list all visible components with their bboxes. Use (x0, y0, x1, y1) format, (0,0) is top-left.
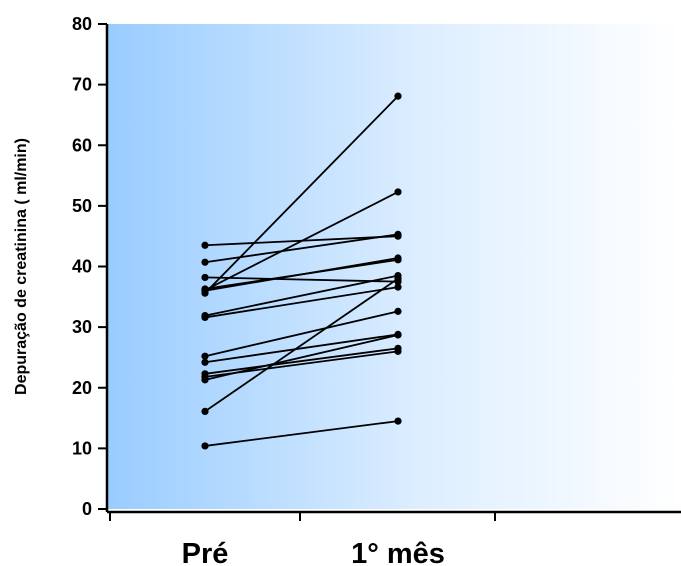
series-line (204, 274, 399, 317)
series-line (204, 233, 399, 264)
y-tick-label: 50 (72, 196, 92, 216)
data-point (394, 254, 402, 262)
y-tick-labels: 0 10 20 30 40 50 60 70 80 (72, 14, 92, 519)
data-point (201, 258, 209, 266)
data-point (394, 307, 402, 315)
x-category-label: 1° mês (351, 538, 445, 566)
y-tick-label: 80 (72, 14, 92, 34)
data-point (201, 286, 209, 294)
y-tick-label: 10 (72, 438, 92, 458)
y-tick-label: 20 (72, 378, 92, 398)
x-category-labels: Pré 1° mês (182, 538, 445, 566)
series-line (204, 333, 399, 364)
series-line (204, 276, 399, 283)
y-tick-label: 40 (72, 257, 92, 277)
data-point (394, 417, 402, 425)
data-point (394, 283, 402, 291)
series-line (204, 277, 399, 413)
x-category-label: Pré (182, 538, 229, 566)
data-point (394, 331, 402, 339)
plot-area (107, 24, 681, 509)
series-line (204, 310, 399, 358)
data-point (201, 358, 209, 366)
series-markers (201, 92, 402, 450)
data-point (394, 347, 402, 355)
data-point (201, 376, 209, 384)
series-lines (204, 95, 399, 447)
series-line (204, 347, 399, 375)
data-point (201, 241, 209, 249)
data-point (201, 273, 209, 282)
series-line (204, 191, 399, 291)
series-line (204, 95, 399, 294)
data-point (394, 230, 402, 238)
y-axis-title: Depuração de creatinina ( ml/min) (13, 138, 30, 395)
data-point (201, 442, 209, 450)
y-tick-label: 70 (72, 75, 92, 95)
series-line (204, 257, 399, 292)
data-point (394, 92, 402, 100)
axes (98, 23, 681, 521)
y-tick-label: 60 (72, 135, 92, 155)
data-point (394, 275, 402, 283)
y-tick-label: 0 (82, 499, 92, 519)
series-line (204, 420, 399, 447)
y-tick-label: 30 (72, 317, 92, 337)
data-point (394, 188, 402, 196)
series-line (204, 286, 399, 319)
data-point (201, 313, 209, 322)
data-point (201, 352, 209, 360)
series-line (204, 334, 399, 381)
data-point (201, 407, 209, 415)
